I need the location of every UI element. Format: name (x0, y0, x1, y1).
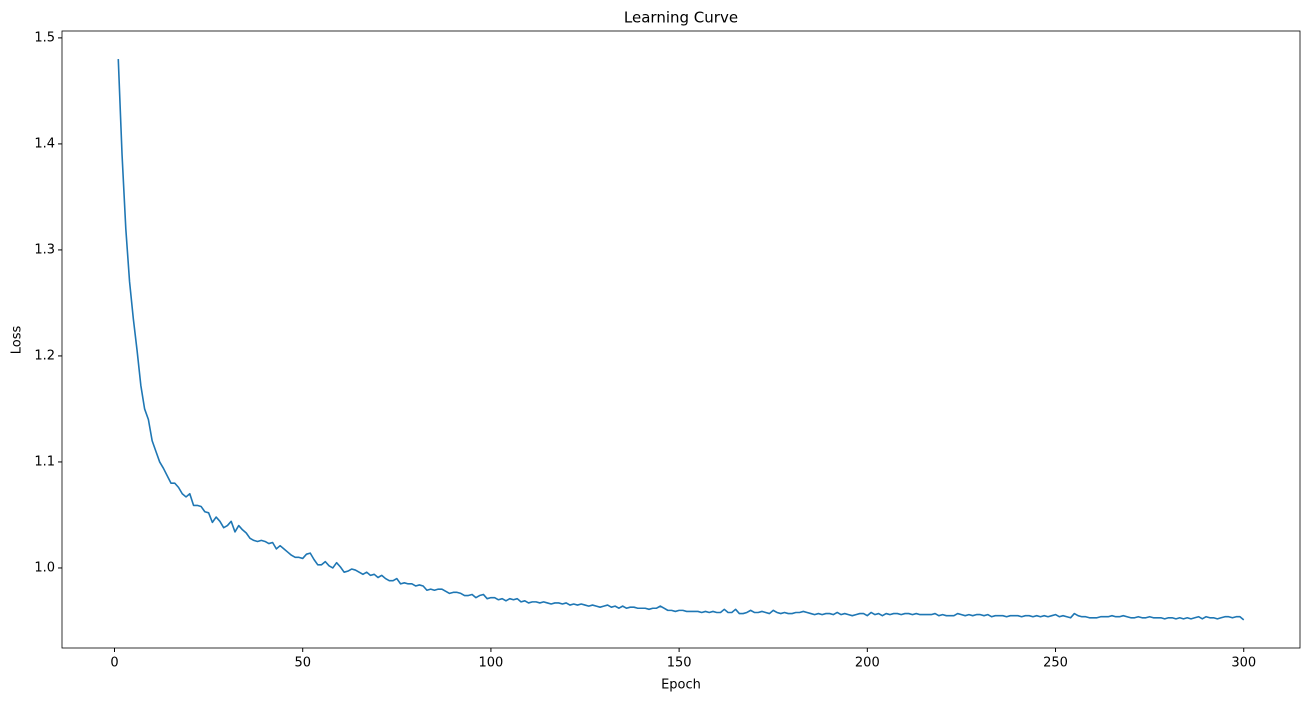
x-tick-label: 200 (855, 656, 880, 671)
y-tick-label: 1.5 (34, 30, 55, 45)
x-axis-label: Epoch (661, 678, 701, 693)
x-tick-label: 0 (110, 656, 118, 671)
x-tick-label: 250 (1043, 656, 1068, 671)
plot-frame (61, 30, 1301, 649)
loss-line (117, 59, 1245, 621)
x-tick-label: 150 (667, 656, 692, 671)
y-axis-label: Loss (10, 326, 25, 355)
y-tick-label: 1.1 (34, 454, 55, 469)
chart-title: Learning Curve (624, 9, 738, 27)
x-tick-label: 100 (479, 656, 504, 671)
y-tick-label: 1.2 (34, 348, 55, 363)
y-tick-label: 1.4 (34, 136, 55, 151)
y-tick-label: 1.3 (34, 242, 55, 257)
x-tick-label: 50 (294, 656, 311, 671)
x-tick-label: 300 (1231, 656, 1256, 671)
y-tick-label: 1.0 (34, 560, 55, 575)
